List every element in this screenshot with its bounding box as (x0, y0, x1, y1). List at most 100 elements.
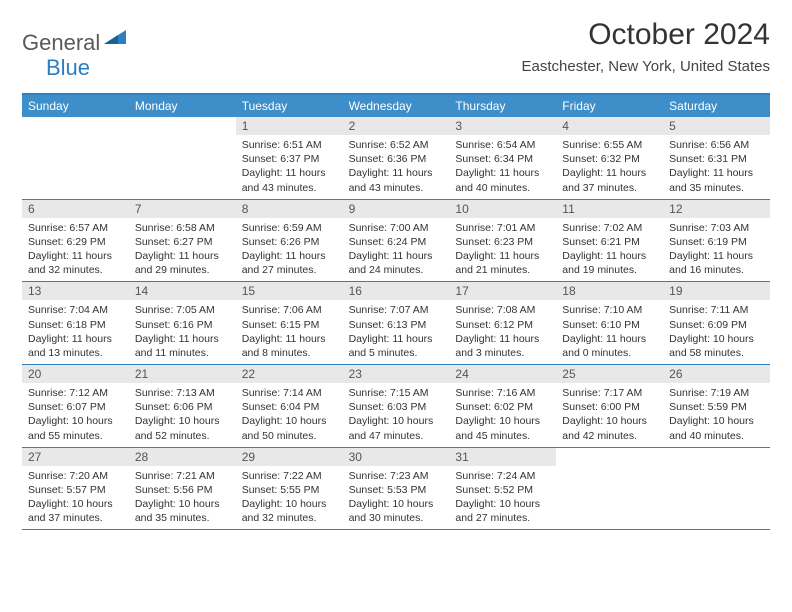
day-info: Sunrise: 7:08 AMSunset: 6:12 PMDaylight:… (449, 300, 556, 364)
day-info: Sunrise: 6:58 AMSunset: 6:27 PMDaylight:… (129, 218, 236, 282)
day-cell: 6Sunrise: 6:57 AMSunset: 6:29 PMDaylight… (22, 200, 129, 282)
day-cell (22, 117, 129, 199)
day-info: Sunrise: 7:02 AMSunset: 6:21 PMDaylight:… (556, 218, 663, 282)
day-number: 30 (343, 448, 450, 466)
day-info: Sunrise: 7:15 AMSunset: 6:03 PMDaylight:… (343, 383, 450, 447)
day-info: Sunrise: 7:22 AMSunset: 5:55 PMDaylight:… (236, 466, 343, 530)
day-number: 26 (663, 365, 770, 383)
day-info: Sunrise: 7:06 AMSunset: 6:15 PMDaylight:… (236, 300, 343, 364)
day-number: 19 (663, 282, 770, 300)
day-info: Sunrise: 7:11 AMSunset: 6:09 PMDaylight:… (663, 300, 770, 364)
day-cell: 13Sunrise: 7:04 AMSunset: 6:18 PMDayligh… (22, 282, 129, 364)
calendar-page: General October 2024 Eastchester, New Yo… (0, 0, 792, 548)
day-number: 15 (236, 282, 343, 300)
day-info: Sunrise: 7:16 AMSunset: 6:02 PMDaylight:… (449, 383, 556, 447)
day-number: 7 (129, 200, 236, 218)
day-cell: 29Sunrise: 7:22 AMSunset: 5:55 PMDayligh… (236, 448, 343, 530)
day-number: 3 (449, 117, 556, 135)
day-info: Sunrise: 7:07 AMSunset: 6:13 PMDaylight:… (343, 300, 450, 364)
day-info: Sunrise: 6:55 AMSunset: 6:32 PMDaylight:… (556, 135, 663, 199)
day-cell: 5Sunrise: 6:56 AMSunset: 6:31 PMDaylight… (663, 117, 770, 199)
day-cell: 21Sunrise: 7:13 AMSunset: 6:06 PMDayligh… (129, 365, 236, 447)
day-header-row: SundayMondayTuesdayWednesdayThursdayFrid… (22, 95, 770, 117)
weeks-container: 1Sunrise: 6:51 AMSunset: 6:37 PMDaylight… (22, 117, 770, 530)
brand-part2: Blue (46, 55, 90, 81)
day-info: Sunrise: 6:56 AMSunset: 6:31 PMDaylight:… (663, 135, 770, 199)
day-cell: 12Sunrise: 7:03 AMSunset: 6:19 PMDayligh… (663, 200, 770, 282)
day-info: Sunrise: 7:00 AMSunset: 6:24 PMDaylight:… (343, 218, 450, 282)
day-cell: 24Sunrise: 7:16 AMSunset: 6:02 PMDayligh… (449, 365, 556, 447)
day-cell: 19Sunrise: 7:11 AMSunset: 6:09 PMDayligh… (663, 282, 770, 364)
day-cell: 17Sunrise: 7:08 AMSunset: 6:12 PMDayligh… (449, 282, 556, 364)
day-header-cell: Monday (129, 95, 236, 117)
day-cell (663, 448, 770, 530)
day-number: 12 (663, 200, 770, 218)
day-info: Sunrise: 6:52 AMSunset: 6:36 PMDaylight:… (343, 135, 450, 199)
day-cell (556, 448, 663, 530)
day-cell: 31Sunrise: 7:24 AMSunset: 5:52 PMDayligh… (449, 448, 556, 530)
day-info: Sunrise: 7:21 AMSunset: 5:56 PMDaylight:… (129, 466, 236, 530)
day-number: 25 (556, 365, 663, 383)
day-number: 4 (556, 117, 663, 135)
day-number: 6 (22, 200, 129, 218)
day-cell: 25Sunrise: 7:17 AMSunset: 6:00 PMDayligh… (556, 365, 663, 447)
day-number: 29 (236, 448, 343, 466)
day-number: 20 (22, 365, 129, 383)
day-cell: 26Sunrise: 7:19 AMSunset: 5:59 PMDayligh… (663, 365, 770, 447)
day-info: Sunrise: 7:13 AMSunset: 6:06 PMDaylight:… (129, 383, 236, 447)
day-info: Sunrise: 7:17 AMSunset: 6:00 PMDaylight:… (556, 383, 663, 447)
day-info: Sunrise: 7:19 AMSunset: 5:59 PMDaylight:… (663, 383, 770, 447)
day-cell: 28Sunrise: 7:21 AMSunset: 5:56 PMDayligh… (129, 448, 236, 530)
day-info: Sunrise: 7:10 AMSunset: 6:10 PMDaylight:… (556, 300, 663, 364)
day-info: Sunrise: 7:24 AMSunset: 5:52 PMDaylight:… (449, 466, 556, 530)
day-number: 31 (449, 448, 556, 466)
day-cell: 14Sunrise: 7:05 AMSunset: 6:16 PMDayligh… (129, 282, 236, 364)
brand-part1: General (22, 30, 100, 56)
day-info: Sunrise: 7:04 AMSunset: 6:18 PMDaylight:… (22, 300, 129, 364)
day-header-cell: Thursday (449, 95, 556, 117)
day-cell: 27Sunrise: 7:20 AMSunset: 5:57 PMDayligh… (22, 448, 129, 530)
day-cell: 22Sunrise: 7:14 AMSunset: 6:04 PMDayligh… (236, 365, 343, 447)
day-number: 13 (22, 282, 129, 300)
day-number: 14 (129, 282, 236, 300)
day-info: Sunrise: 6:51 AMSunset: 6:37 PMDaylight:… (236, 135, 343, 199)
title-block: October 2024 Eastchester, New York, Unit… (522, 18, 770, 75)
day-header-cell: Wednesday (343, 95, 450, 117)
calendar-grid: SundayMondayTuesdayWednesdayThursdayFrid… (22, 93, 770, 530)
week-row: 6Sunrise: 6:57 AMSunset: 6:29 PMDaylight… (22, 200, 770, 283)
day-number: 2 (343, 117, 450, 135)
day-number: 22 (236, 365, 343, 383)
day-info: Sunrise: 6:59 AMSunset: 6:26 PMDaylight:… (236, 218, 343, 282)
day-cell: 30Sunrise: 7:23 AMSunset: 5:53 PMDayligh… (343, 448, 450, 530)
brand-triangle-icon (104, 26, 126, 49)
day-number: 9 (343, 200, 450, 218)
day-number: 27 (22, 448, 129, 466)
day-cell: 20Sunrise: 7:12 AMSunset: 6:07 PMDayligh… (22, 365, 129, 447)
day-number: 17 (449, 282, 556, 300)
day-cell (129, 117, 236, 199)
day-info: Sunrise: 6:57 AMSunset: 6:29 PMDaylight:… (22, 218, 129, 282)
day-cell: 11Sunrise: 7:02 AMSunset: 6:21 PMDayligh… (556, 200, 663, 282)
day-info: Sunrise: 7:05 AMSunset: 6:16 PMDaylight:… (129, 300, 236, 364)
day-info: Sunrise: 6:54 AMSunset: 6:34 PMDaylight:… (449, 135, 556, 199)
location-text: Eastchester, New York, United States (522, 58, 770, 75)
day-header-cell: Saturday (663, 95, 770, 117)
day-cell: 1Sunrise: 6:51 AMSunset: 6:37 PMDaylight… (236, 117, 343, 199)
day-cell: 15Sunrise: 7:06 AMSunset: 6:15 PMDayligh… (236, 282, 343, 364)
day-header-cell: Tuesday (236, 95, 343, 117)
day-cell: 10Sunrise: 7:01 AMSunset: 6:23 PMDayligh… (449, 200, 556, 282)
day-cell: 18Sunrise: 7:10 AMSunset: 6:10 PMDayligh… (556, 282, 663, 364)
day-info: Sunrise: 7:14 AMSunset: 6:04 PMDaylight:… (236, 383, 343, 447)
day-number: 28 (129, 448, 236, 466)
week-row: 1Sunrise: 6:51 AMSunset: 6:37 PMDaylight… (22, 117, 770, 200)
day-cell: 16Sunrise: 7:07 AMSunset: 6:13 PMDayligh… (343, 282, 450, 364)
day-number: 18 (556, 282, 663, 300)
day-cell: 2Sunrise: 6:52 AMSunset: 6:36 PMDaylight… (343, 117, 450, 199)
day-number: 11 (556, 200, 663, 218)
week-row: 27Sunrise: 7:20 AMSunset: 5:57 PMDayligh… (22, 448, 770, 531)
month-title: October 2024 (522, 18, 770, 52)
day-info: Sunrise: 7:23 AMSunset: 5:53 PMDaylight:… (343, 466, 450, 530)
day-info: Sunrise: 7:20 AMSunset: 5:57 PMDaylight:… (22, 466, 129, 530)
day-cell: 4Sunrise: 6:55 AMSunset: 6:32 PMDaylight… (556, 117, 663, 199)
day-cell: 3Sunrise: 6:54 AMSunset: 6:34 PMDaylight… (449, 117, 556, 199)
